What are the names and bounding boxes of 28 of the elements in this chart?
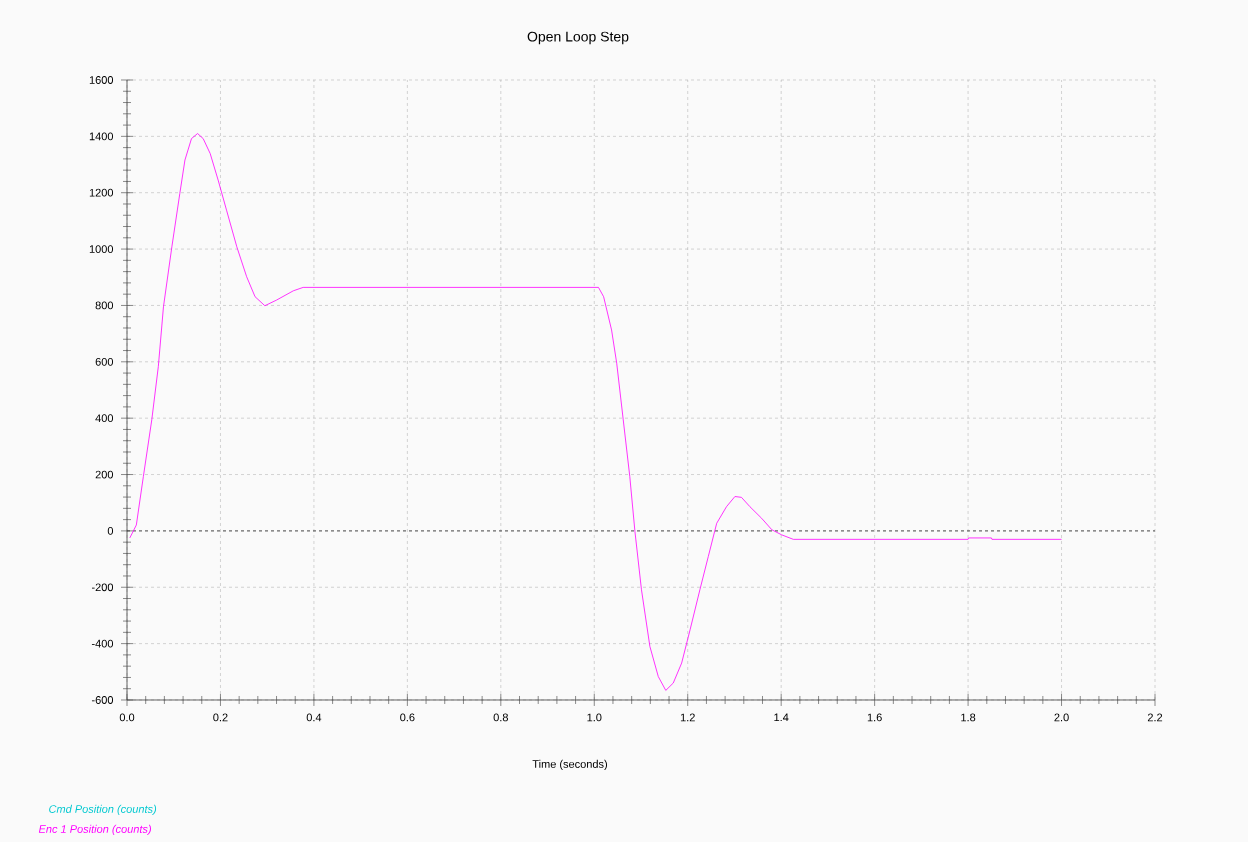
x-tick-label: 1.8: [961, 713, 976, 722]
legend-label: Cmd Position (counts): [49, 804, 157, 816]
x-tick-label: 0.8: [493, 713, 508, 722]
y-tick-label: 1000: [89, 245, 114, 253]
x-tick-label: 2.2: [1147, 713, 1163, 722]
y-tick-label: -400: [91, 639, 114, 648]
x-tick-label: 2.0: [1054, 713, 1069, 722]
x-tick-label: 1.0: [587, 713, 602, 722]
x-tick-label: 0.4: [306, 713, 322, 722]
text: Enc 1 Position (counts): [38, 824, 151, 836]
y-tick-label: 600: [95, 357, 114, 366]
y-tick-label: -600: [91, 696, 114, 704]
y-tick-label: 800: [95, 301, 114, 310]
y-tick-label: 1200: [89, 188, 114, 197]
x-tick-label: 1.6: [867, 713, 882, 722]
y-tick-label: 1600: [89, 76, 114, 84]
x-tick-label: 1.4: [774, 713, 789, 722]
x-tick-label: 0.0: [119, 713, 135, 722]
x-tick-label: 1.2: [680, 713, 695, 722]
y-tick-label: -200: [91, 583, 114, 592]
x-axis-title: Time (seconds): [532, 759, 607, 771]
y-tick-label: 0: [107, 527, 114, 535]
x-tick-label: 0.6: [400, 713, 415, 722]
y-tick-label: 1400: [89, 132, 114, 141]
x-tick-label: 0.2: [213, 713, 228, 722]
y-tick-label: 400: [95, 414, 114, 423]
y-tick-label: 200: [95, 470, 114, 479]
chart-title: Open Loop Step: [527, 31, 629, 45]
